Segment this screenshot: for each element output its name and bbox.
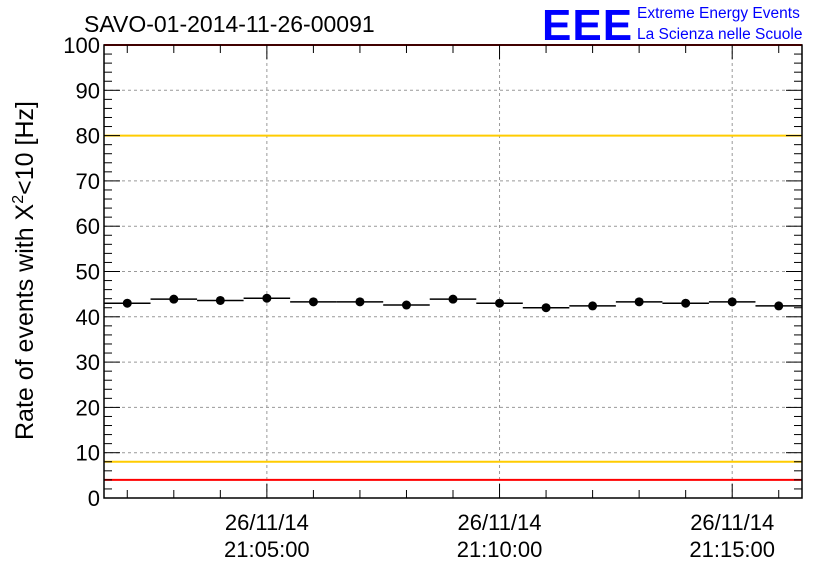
x-tick-label-date: 26/11/14 [690, 510, 774, 535]
y-tick-label: 100 [63, 33, 100, 58]
data-point [634, 297, 644, 307]
data-point [681, 298, 691, 308]
plot-frame [103, 44, 803, 499]
eee-logo-line2: La Scienza nelle Scuole [637, 26, 802, 43]
data-point [355, 297, 365, 307]
reference-lines [104, 44, 802, 481]
data-point [588, 301, 598, 311]
y-tick-label: 70 [76, 169, 100, 194]
data-point [727, 297, 737, 307]
data-point [541, 303, 551, 313]
y-tick-label: 0 [88, 486, 100, 511]
grid [104, 45, 802, 498]
eee-logo-mark: EEE [542, 1, 633, 50]
y-tick-label: 30 [76, 350, 100, 375]
y-axis-label-main: Rate of events with X [11, 203, 39, 440]
data-point [401, 300, 411, 310]
x-tick-label-time: 21:05:00 [224, 537, 310, 562]
x-tick-labels: 26/11/1421:05:0026/11/1421:10:0026/11/14… [224, 510, 775, 562]
data-point [448, 294, 458, 304]
y-tick-label: 90 [76, 78, 100, 103]
y-tick-label: 20 [76, 395, 100, 420]
y-tick-label: 60 [76, 214, 100, 239]
y-tick-label: 40 [76, 305, 100, 330]
data-points [104, 293, 802, 313]
data-point [308, 297, 318, 307]
data-point [169, 294, 179, 304]
y-axis-label-rest: <10 [Hz] [11, 101, 39, 195]
eee-logo: EEE Extreme Energy Events La Scienza nel… [542, 1, 802, 50]
y-tick-label: 50 [76, 260, 100, 285]
y-axis-label: Rate of events with X2<10 [Hz] [10, 101, 39, 440]
x-tick-label-date: 26/11/14 [458, 510, 542, 535]
x-tick-label-time: 21:10:00 [457, 537, 543, 562]
x-tick-label-time: 21:15:00 [689, 537, 775, 562]
chart-title: SAVO-01-2014-11-26-00091 [84, 11, 375, 37]
data-point [774, 301, 784, 311]
data-point [495, 298, 505, 308]
y-axis-label-sup: 2 [10, 195, 27, 204]
eee-logo-line1: Extreme Energy Events [637, 5, 800, 22]
y-tick-label: 80 [76, 124, 100, 149]
data-point [122, 298, 132, 308]
data-point [215, 295, 225, 305]
y-tick-labels: 0 10 20 30 40 50 60 70 80 90 100 [63, 33, 100, 511]
x-tick-label-date: 26/11/14 [225, 510, 309, 535]
data-point [262, 293, 272, 303]
y-tick-label: 10 [76, 441, 100, 466]
